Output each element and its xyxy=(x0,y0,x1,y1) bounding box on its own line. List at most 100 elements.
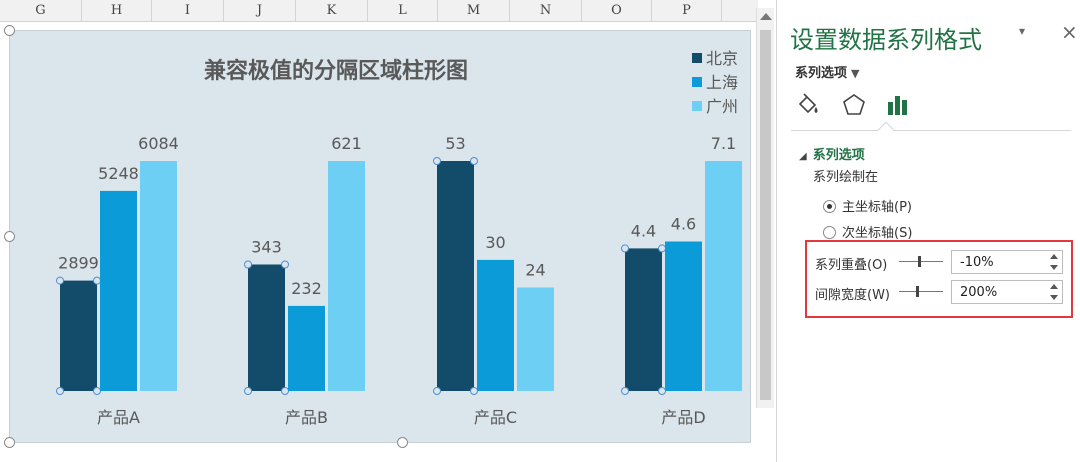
collapse-triangle-icon[interactable]: ◢ xyxy=(799,151,807,162)
column-header-J[interactable]: J xyxy=(224,0,296,22)
bar-广州-产品D[interactable] xyxy=(705,161,742,391)
gap-width-input[interactable]: 200% xyxy=(951,280,1063,304)
chart-plot-area[interactable]: 2899 5248 6084 产品A 343 232 621 产品B 53 30 24 产品C 4.4 4… xyxy=(10,31,752,444)
gap-width-label: 间隙宽度(W) xyxy=(815,288,890,303)
chart-area[interactable]: 兼容极值的分隔区域柱形图 北京 上海 广州 2899 5248 6084 产品A 343 23… xyxy=(9,30,751,443)
bar-广州-产品B[interactable] xyxy=(328,161,365,391)
chart-resize-handle[interactable] xyxy=(4,25,15,36)
series-overlap-value[interactable]: -10% xyxy=(960,255,994,270)
plot-series-on-label: 系列绘制在 xyxy=(813,170,879,185)
category-label: 产品C xyxy=(474,408,517,427)
selection-handle[interactable] xyxy=(658,244,666,253)
vertical-scrollbar[interactable] xyxy=(756,8,774,408)
column-header-G[interactable]: G xyxy=(0,0,82,22)
close-icon[interactable]: × xyxy=(1061,20,1078,44)
series-options-bar-chart-icon[interactable] xyxy=(885,92,911,118)
data-label[interactable]: 24 xyxy=(525,261,545,280)
primary-axis-radio[interactable] xyxy=(823,200,836,213)
data-label[interactable]: 6084 xyxy=(138,134,179,153)
column-header-N[interactable]: N xyxy=(510,0,582,22)
selection-handle[interactable] xyxy=(621,244,629,253)
series-options-dropdown-label: 系列选项 xyxy=(795,66,848,81)
gap-width-slider[interactable] xyxy=(899,286,943,297)
column-header-P[interactable]: P xyxy=(652,0,722,22)
series-overlap-slider-thumb[interactable] xyxy=(917,256,921,267)
selection-handle[interactable] xyxy=(244,387,252,395)
scroll-up-icon[interactable] xyxy=(760,13,772,20)
data-label[interactable]: 5248 xyxy=(98,164,139,183)
legend-label: 北京 xyxy=(706,49,739,68)
bar-北京-产品D[interactable] xyxy=(625,248,662,391)
spin-down-icon[interactable] xyxy=(1050,295,1058,300)
spin-up-icon[interactable] xyxy=(1050,284,1058,289)
effects-pentagon-icon[interactable] xyxy=(841,92,867,118)
column-header-K[interactable]: K xyxy=(296,0,368,22)
selection-handle[interactable] xyxy=(433,157,441,165)
selection-handle[interactable] xyxy=(470,157,478,165)
pane-title: 设置数据系列格式 xyxy=(790,26,982,54)
bar-北京-产品C[interactable] xyxy=(437,161,474,391)
selection-handle[interactable] xyxy=(281,387,289,395)
chart-resize-handle[interactable] xyxy=(397,437,408,448)
data-label[interactable]: 53 xyxy=(445,134,465,153)
legend-entry[interactable]: 上海 xyxy=(692,71,738,95)
spin-up-icon[interactable] xyxy=(1050,254,1058,259)
bar-上海-产品C[interactable] xyxy=(477,259,514,391)
selection-handle[interactable] xyxy=(281,260,289,269)
gap-width-slider-thumb[interactable] xyxy=(915,286,919,297)
gap-width-value[interactable]: 200% xyxy=(960,285,998,300)
selection-handle[interactable] xyxy=(470,387,478,395)
bar-广州-产品C[interactable] xyxy=(517,287,554,392)
series-options-dropdown[interactable]: 系列选项 ▼ xyxy=(795,62,859,81)
series-options-section-header[interactable]: ◢ 系列选项 xyxy=(799,144,865,163)
column-header-O[interactable]: O xyxy=(582,0,652,22)
bar-广州-产品A[interactable] xyxy=(140,161,177,391)
pane-options-chevron-down-icon[interactable]: ▾ xyxy=(1019,24,1026,38)
bar-上海-产品D[interactable] xyxy=(665,241,702,392)
chart-legend[interactable]: 北京上海广州 xyxy=(692,47,738,119)
series-overlap-slider[interactable] xyxy=(899,256,943,267)
secondary-axis-radio[interactable] xyxy=(823,226,836,239)
chart-resize-handle[interactable] xyxy=(4,231,15,242)
chart-resize-handle[interactable] xyxy=(4,437,15,448)
data-label[interactable]: 4.4 xyxy=(631,221,656,240)
bar-北京-产品B[interactable] xyxy=(248,264,285,392)
selection-handle[interactable] xyxy=(56,387,64,395)
legend-entry[interactable]: 广州 xyxy=(692,95,738,119)
data-label[interactable]: 621 xyxy=(331,134,362,153)
data-label[interactable]: 30 xyxy=(485,233,505,252)
selection-handle[interactable] xyxy=(658,387,666,395)
fill-line-icon[interactable] xyxy=(795,92,821,118)
column-header-H[interactable]: H xyxy=(82,0,152,22)
secondary-axis-option[interactable]: 次坐标轴(S) xyxy=(823,222,912,241)
category-label: 产品B xyxy=(285,408,328,427)
selection-handle[interactable] xyxy=(244,260,252,269)
bar-上海-产品A[interactable] xyxy=(100,190,137,391)
data-label[interactable]: 4.6 xyxy=(671,215,696,234)
data-label[interactable]: 343 xyxy=(251,238,282,257)
data-label[interactable]: 232 xyxy=(291,279,322,298)
column-header-I[interactable]: I xyxy=(152,0,224,22)
legend-label: 上海 xyxy=(706,73,739,92)
category-label: 产品D xyxy=(661,408,705,427)
data-label[interactable]: 2899 xyxy=(58,254,99,273)
selection-handle[interactable] xyxy=(433,387,441,395)
scroll-thumb[interactable] xyxy=(760,30,771,400)
bar-北京-产品A[interactable] xyxy=(60,280,97,391)
column-header-L[interactable]: L xyxy=(368,0,438,22)
column-header-M[interactable]: M xyxy=(438,0,510,22)
legend-entry[interactable]: 北京 xyxy=(692,47,738,71)
chart-title[interactable]: 兼容极值的分隔区域柱形图 xyxy=(203,59,468,84)
spin-down-icon[interactable] xyxy=(1050,265,1058,270)
selection-handle[interactable] xyxy=(56,276,64,285)
series-overlap-input[interactable]: -10% xyxy=(951,250,1063,274)
data-label[interactable]: 7.1 xyxy=(711,134,736,153)
chevron-down-icon: ▼ xyxy=(851,67,860,80)
bar-上海-产品B[interactable] xyxy=(288,305,325,391)
selection-handle[interactable] xyxy=(93,276,101,285)
primary-axis-option[interactable]: 主坐标轴(P) xyxy=(823,196,912,215)
selection-handle[interactable] xyxy=(621,387,629,395)
selection-handle[interactable] xyxy=(93,387,101,395)
